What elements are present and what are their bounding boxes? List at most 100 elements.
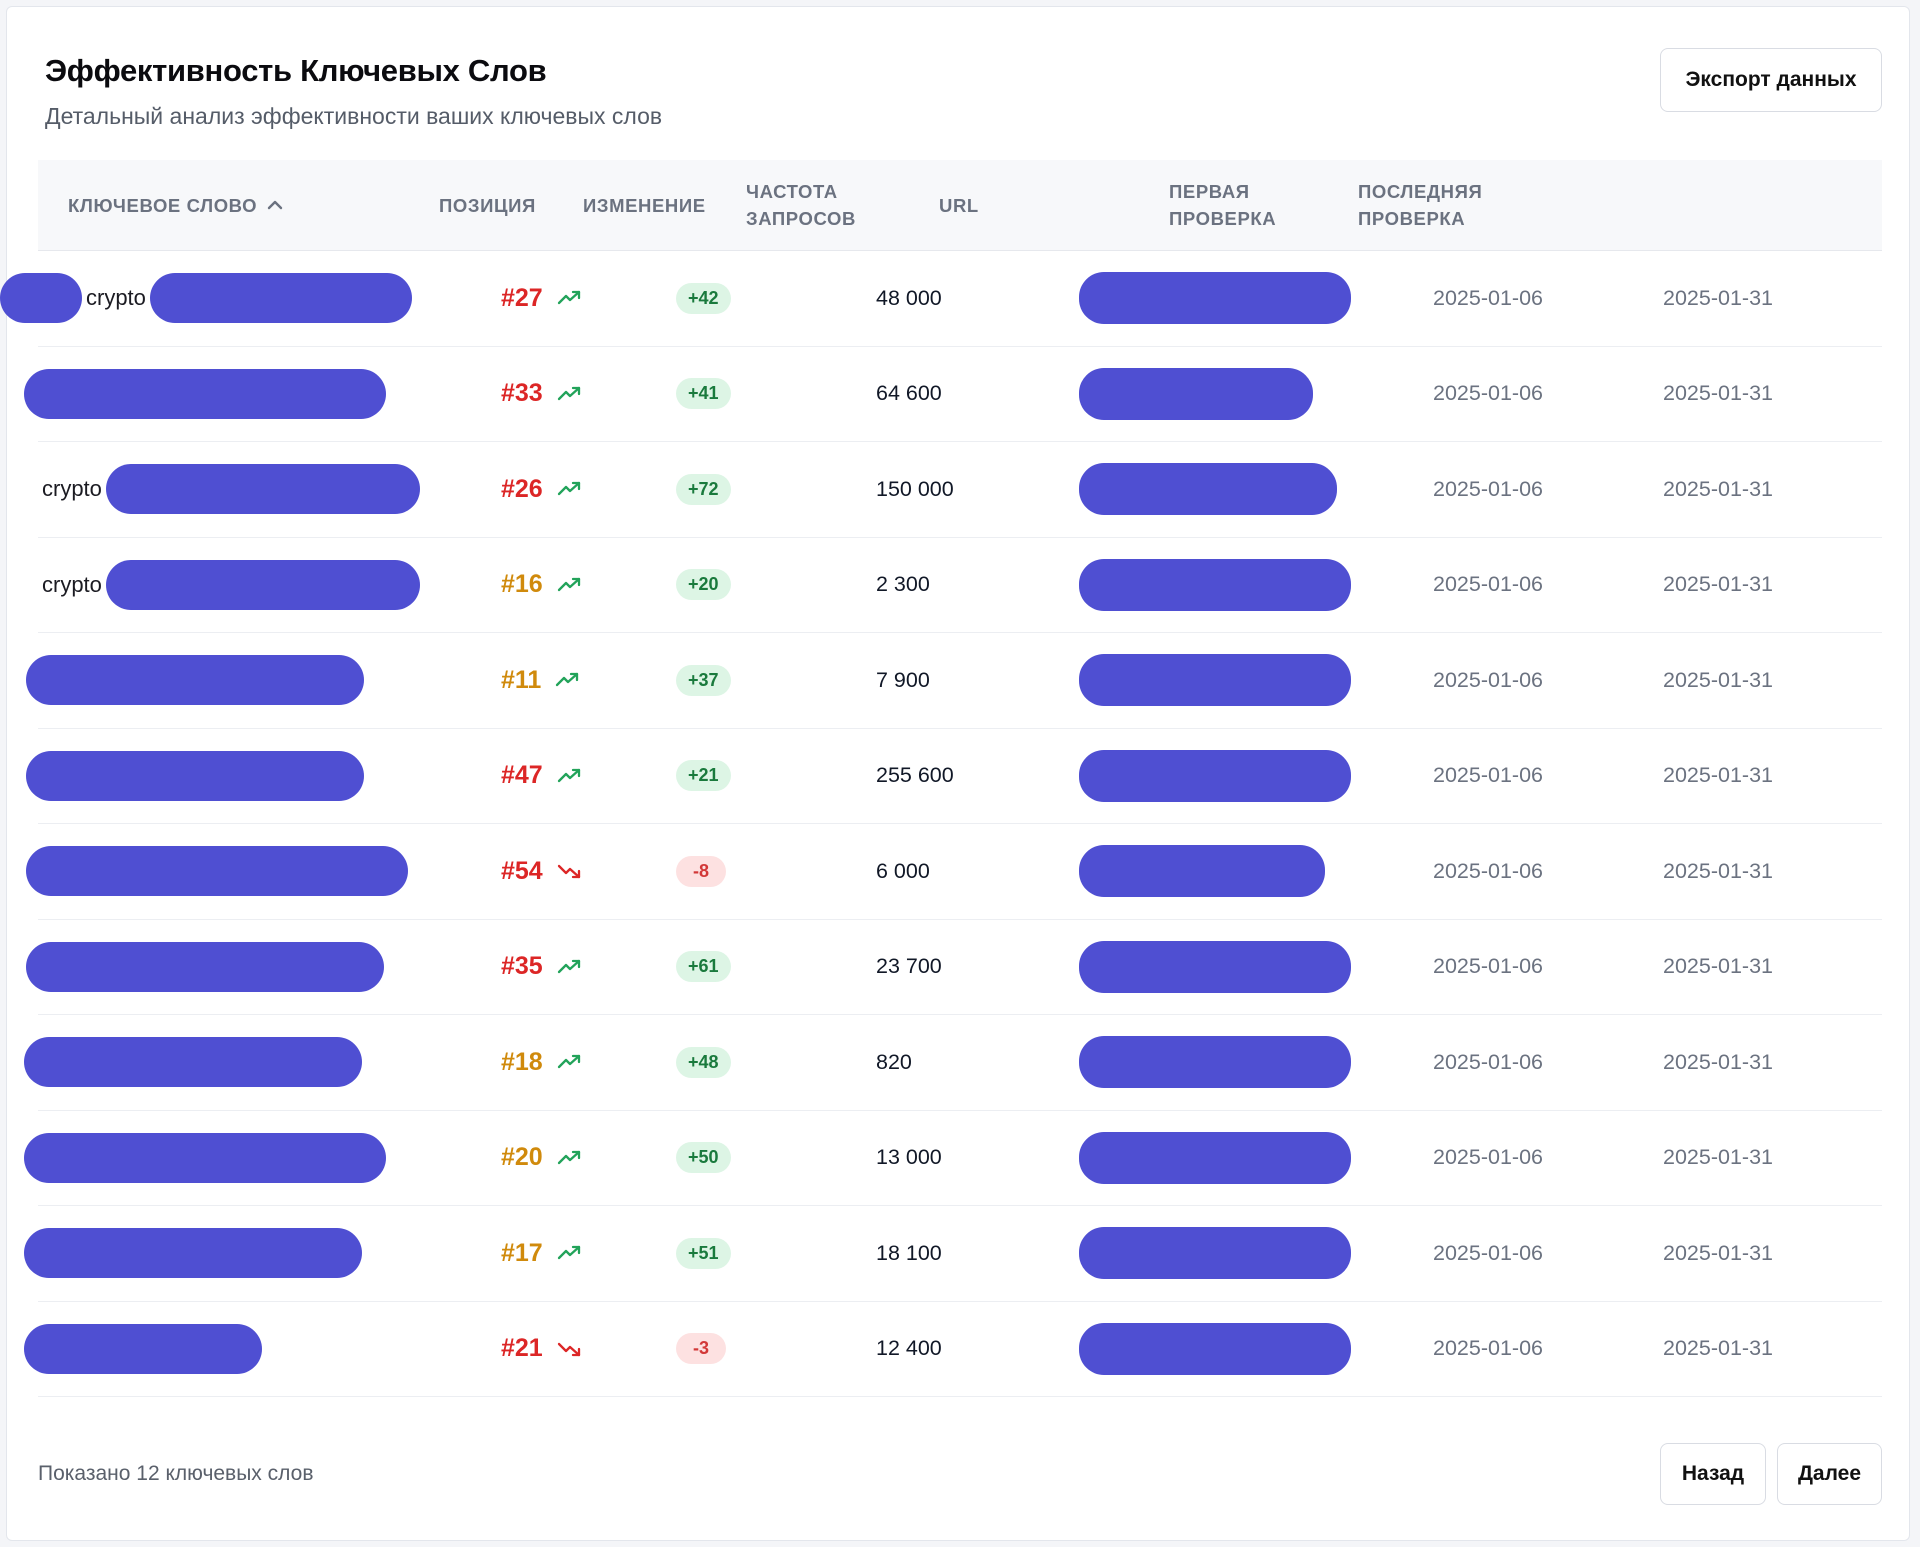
column-header-last-check-line1: ПОСЛЕДНЯЯ [1358, 181, 1483, 202]
table-row[interactable]: #33 +41 64 600 2025-01-06 2025-01-31 [24, 347, 1882, 442]
trend-up-icon [557, 1246, 580, 1260]
table-row[interactable]: #35 +61 23 700 2025-01-06 2025-01-31 [26, 920, 1882, 1015]
table-row[interactable]: crypto #27 +42 48 000 2025-01-06 2025-01-31 [0, 251, 1882, 347]
page-title: Эффективность Ключевых Слов [45, 53, 547, 88]
last-check-cell: 2025-01-31 [1663, 381, 1773, 406]
column-header-keyword[interactable]: КЛЮЧЕВОЕ СЛОВО [68, 160, 283, 250]
position-cell: #11 [501, 633, 581, 728]
column-header-keyword-label: КЛЮЧЕВОЕ СЛОВО [68, 194, 258, 216]
position-cell: #33 [501, 347, 583, 442]
url-cell[interactable] [1079, 920, 1351, 1015]
table-row[interactable]: crypto #16 +20 2 300 2025-01-06 2025-01-31 [38, 538, 1882, 633]
table-row[interactable]: #21 -3 12 400 2025-01-06 2025-01-31 [24, 1302, 1882, 1397]
redacted-keyword [26, 941, 384, 992]
column-header-change[interactable]: ИЗМЕНЕНИЕ [583, 194, 706, 216]
card-header: Эффективность Ключевых Слов Детальный ан… [45, 53, 662, 130]
change-badge: -8 [676, 855, 726, 887]
change-badge: +41 [676, 378, 731, 410]
table-row[interactable]: crypto #26 +72 150 000 2025-01-06 2025-01-31 [38, 442, 1882, 538]
change-cell: +37 [676, 633, 731, 728]
url-cell[interactable] [1079, 729, 1351, 824]
table-row[interactable]: #54 -8 6 000 2025-01-06 2025-01-31 [26, 824, 1882, 920]
url-cell[interactable] [1079, 442, 1337, 537]
prev-page-button[interactable]: Назад [1660, 1443, 1766, 1505]
first-check-cell: 2025-01-06 [1433, 763, 1543, 788]
keyword-cell [0, 1015, 362, 1110]
trend-up-icon [557, 768, 580, 782]
position-value: #54 [501, 856, 543, 885]
redacted-keyword [24, 368, 386, 419]
first-check-cell: 2025-01-06 [1433, 858, 1543, 883]
url-cell[interactable] [1079, 1206, 1351, 1301]
redacted-url [1079, 1131, 1351, 1184]
position-cell: #21 [501, 1302, 583, 1397]
table-row[interactable]: #47 +21 255 600 2025-01-06 2025-01-31 [26, 729, 1882, 824]
position-value: #35 [501, 952, 543, 981]
redacted-keyword [149, 273, 412, 324]
shown-count-text: Показано 12 ключевых слов [38, 1462, 314, 1485]
table-row[interactable]: #11 +37 7 900 2025-01-06 2025-01-31 [26, 633, 1882, 729]
export-data-button[interactable]: Экспорт данных [1660, 48, 1882, 112]
table-row[interactable]: #17 +51 18 100 2025-01-06 2025-01-31 [24, 1206, 1882, 1302]
redacted-url [1079, 654, 1351, 707]
column-header-first-check-line2: ПРОВЕРКА [1169, 208, 1277, 229]
table-row[interactable]: #18 +48 820 2025-01-06 2025-01-31 [24, 1015, 1882, 1111]
change-cell: +61 [676, 920, 731, 1015]
frequency-cell: 2 300 [876, 572, 930, 597]
change-badge: -3 [676, 1333, 726, 1365]
position-cell: #18 [501, 1015, 583, 1110]
redacted-keyword [105, 559, 420, 610]
url-cell[interactable] [1079, 633, 1351, 728]
url-cell[interactable] [1079, 251, 1351, 346]
table-header: КЛЮЧЕВОЕ СЛОВО ПОЗИЦИЯ ИЗМЕНЕНИЕ ЧАСТОТА… [38, 160, 1882, 251]
keyword-cell [0, 633, 364, 728]
keyword-cell [0, 824, 408, 919]
keyword-cell [0, 1206, 362, 1301]
change-cell: +51 [676, 1206, 731, 1301]
keyword-text: crypto [42, 476, 102, 502]
url-cell[interactable] [1079, 1015, 1351, 1110]
keyword-text: crypto [86, 285, 146, 311]
first-check-cell: 2025-01-06 [1433, 954, 1543, 979]
table-row[interactable]: #20 +50 13 000 2025-01-06 2025-01-31 [24, 1111, 1882, 1206]
position-value: #16 [501, 570, 543, 599]
redacted-url [1079, 1322, 1351, 1375]
frequency-cell: 255 600 [876, 763, 954, 788]
trend-up-icon [557, 959, 580, 973]
keyword-cell: crypto [0, 251, 412, 346]
column-header-last-check[interactable]: ПОСЛЕДНЯЯ ПРОВЕРКА [1358, 160, 1482, 250]
last-check-cell: 2025-01-31 [1663, 858, 1773, 883]
change-cell: -8 [676, 824, 726, 919]
last-check-cell: 2025-01-31 [1663, 285, 1773, 310]
position-cell: #35 [501, 920, 583, 1015]
trend-up-icon [557, 291, 580, 305]
column-header-frequency[interactable]: ЧАСТОТА ЗАПРОСОВ [746, 160, 856, 250]
url-cell[interactable] [1079, 538, 1351, 633]
url-cell[interactable] [1079, 1111, 1351, 1206]
url-cell[interactable] [1079, 824, 1325, 919]
redacted-url [1079, 463, 1337, 516]
column-header-position[interactable]: ПОЗИЦИЯ [439, 194, 536, 216]
change-cell: +72 [676, 442, 731, 537]
column-header-first-check[interactable]: ПЕРВАЯ ПРОВЕРКА [1169, 160, 1276, 250]
redacted-url [1079, 558, 1351, 611]
url-cell[interactable] [1079, 1302, 1351, 1397]
column-header-url[interactable]: URL [939, 194, 979, 216]
frequency-cell: 7 900 [876, 667, 930, 692]
trend-up-icon [557, 577, 580, 591]
frequency-cell: 13 000 [876, 1145, 942, 1170]
change-badge: +51 [676, 1237, 731, 1269]
first-check-cell: 2025-01-06 [1433, 381, 1543, 406]
last-check-cell: 2025-01-31 [1663, 1240, 1773, 1265]
redacted-keyword [0, 273, 82, 324]
change-badge: +21 [676, 760, 731, 792]
url-cell[interactable] [1079, 347, 1313, 442]
redacted-keyword [24, 1323, 262, 1374]
position-value: #11 [501, 665, 542, 694]
redacted-keyword [26, 750, 364, 801]
frequency-cell: 48 000 [876, 285, 942, 310]
change-cell: -3 [676, 1302, 726, 1397]
first-check-cell: 2025-01-06 [1433, 285, 1543, 310]
next-page-button[interactable]: Далее [1777, 1443, 1882, 1505]
last-check-cell: 2025-01-31 [1663, 1145, 1773, 1170]
